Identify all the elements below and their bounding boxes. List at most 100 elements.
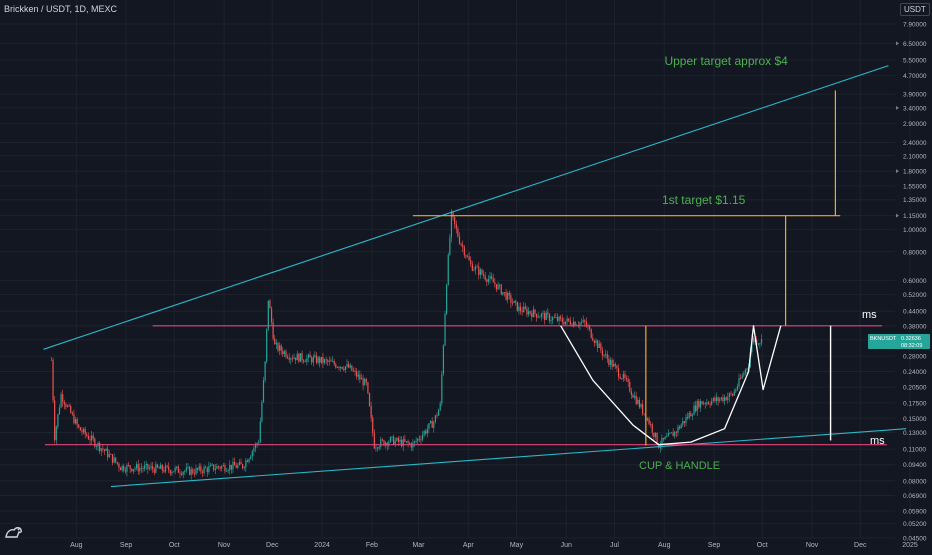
candle-body [84, 428, 86, 435]
x-tick-label: Mar [412, 542, 425, 549]
candle-body [688, 413, 690, 418]
x-tick-label: 2025 [902, 542, 918, 549]
candle-body [458, 236, 461, 244]
candle-body [741, 375, 743, 379]
candle-body [208, 466, 210, 473]
candle-body [348, 364, 350, 368]
y-tick-label: 3.90000 [903, 92, 927, 99]
candle-body [415, 441, 417, 442]
candle-body [270, 308, 273, 323]
candle-body [349, 365, 351, 368]
candle-body [664, 437, 666, 440]
candle-body [92, 435, 94, 439]
candle-body [344, 366, 347, 370]
candle-body [76, 419, 78, 425]
currency-badge[interactable]: USDT [900, 3, 930, 16]
candle-body [177, 466, 179, 473]
candle-body [274, 338, 276, 345]
candle-body [142, 468, 144, 470]
candle-body [545, 312, 547, 320]
candle-body [592, 337, 594, 341]
candle-body [555, 316, 557, 318]
candle-body [465, 255, 467, 257]
y-tick-label: 1.15000 [903, 213, 927, 220]
candle-body [131, 468, 133, 472]
candle-body [412, 442, 414, 448]
candle-body [585, 321, 587, 327]
candle-body [519, 306, 522, 311]
candle-body [756, 339, 758, 345]
candle-body [393, 436, 395, 445]
candle-body [140, 467, 143, 469]
candle-body [693, 405, 695, 416]
candle-body [574, 321, 576, 326]
candle-body [662, 437, 665, 440]
y-tick-label: 0.52000 [903, 292, 927, 299]
candle-body [217, 466, 220, 468]
candle-body [264, 361, 266, 381]
candle-body [597, 340, 599, 348]
candle-body [590, 328, 592, 338]
candle-body [621, 378, 623, 380]
candle-body [474, 266, 477, 270]
x-tick-label: Jul [610, 542, 619, 549]
y-tick-label: 1.80000 [903, 169, 927, 176]
candle-body [262, 380, 265, 403]
candle-body [462, 244, 464, 248]
candle-body [182, 471, 184, 475]
candle-body [606, 354, 608, 359]
candle-body [410, 443, 412, 448]
candle-body [648, 418, 650, 424]
y-tick-label: 2.10000 [903, 153, 927, 160]
candle-body [421, 434, 424, 440]
candle-body [238, 462, 241, 465]
candle-body [79, 427, 81, 431]
x-tick-label: Oct [757, 542, 768, 549]
candle-body [111, 454, 114, 463]
candle-body [156, 464, 159, 468]
candle-body [124, 470, 126, 472]
candle-body [306, 357, 308, 362]
candle-body [296, 353, 298, 361]
candle-body [587, 326, 589, 327]
candle-body [253, 448, 255, 452]
candle-body [677, 426, 679, 433]
candle-body [288, 357, 290, 360]
candle-body [439, 403, 441, 410]
candle-body [132, 469, 134, 472]
candle-body [103, 449, 106, 451]
candle-body [206, 468, 208, 473]
candle-body [322, 356, 324, 363]
candle-body [375, 447, 377, 449]
x-tick-label: Apr [463, 542, 475, 549]
candle-body [434, 415, 436, 422]
candle-body [643, 413, 645, 415]
candle-body [102, 448, 104, 450]
candle-body [161, 464, 163, 471]
candle-body [740, 377, 742, 379]
candle-body [653, 432, 655, 437]
candle-body [311, 357, 313, 363]
candle-body [532, 309, 534, 318]
candle-body [153, 469, 155, 473]
candle-body [730, 393, 732, 395]
candle-body [727, 397, 729, 401]
candle-body [209, 465, 212, 467]
candle-body [282, 350, 284, 355]
candle-body [113, 457, 115, 463]
tradingview-logo-icon[interactable] [4, 523, 24, 544]
candle-body [299, 353, 302, 362]
candle-body [746, 368, 748, 370]
candle-body [566, 318, 568, 322]
candle-body [105, 448, 107, 451]
candle-body [595, 340, 597, 343]
candle-body [214, 468, 216, 471]
candle-body [413, 441, 416, 443]
candle-body [489, 276, 491, 279]
candle-body [534, 309, 536, 314]
candle-body [58, 407, 61, 415]
candle-body [74, 419, 77, 424]
